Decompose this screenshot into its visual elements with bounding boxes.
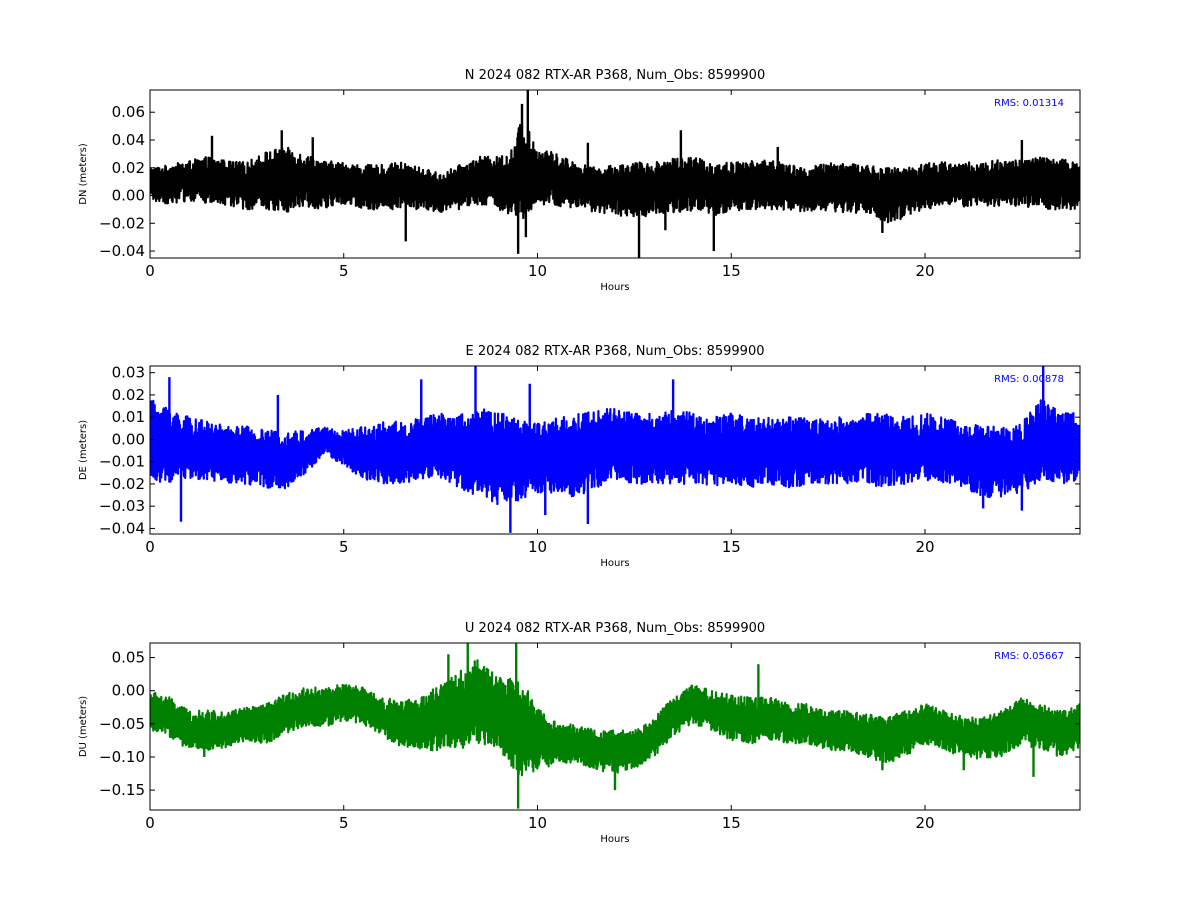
panel-e-ytick-label-1: 0.02 xyxy=(112,386,145,404)
panel-u-xtick-label-3: 15 xyxy=(722,814,741,832)
panel-n-ytick-label-0: 0.06 xyxy=(112,103,145,121)
panel-u-axes-frame xyxy=(149,642,1081,811)
panel-n-series-line xyxy=(150,122,1080,224)
panel-e-ylabel: DE (meters) xyxy=(78,420,89,480)
panel-e-ytick-label-4: −0.01 xyxy=(99,453,145,471)
panel-u-xtick-label-1: 5 xyxy=(339,814,349,832)
panel-u-title: U 2024 082 RTX-AR P368, Num_Obs: 8599900 xyxy=(465,621,765,636)
panel-u-ytick-label-4: −0.15 xyxy=(99,781,145,799)
panel-n-ytick-label-3: 0.00 xyxy=(112,187,145,205)
panel-u-xlabel: Hours xyxy=(600,834,629,845)
panel-e-xtick-label-4: 20 xyxy=(915,538,934,556)
panel-u-rms-annotation: RMS: 0.05667 xyxy=(994,651,1064,662)
panel-n-xtick-label-4: 20 xyxy=(915,262,934,280)
panel-n-xtick-label-3: 15 xyxy=(722,262,741,280)
panel-n-title: N 2024 082 RTX-AR P368, Num_Obs: 8599900 xyxy=(465,68,765,83)
panel-n-xtick-label-1: 5 xyxy=(339,262,349,280)
panel-e-xtick-label-3: 15 xyxy=(722,538,741,556)
panel-n-ytick-label-2: 0.02 xyxy=(112,159,145,177)
panel-n: N 2024 082 RTX-AR P368, Num_Obs: 8599900… xyxy=(78,68,1081,293)
panels: N 2024 082 RTX-AR P368, Num_Obs: 8599900… xyxy=(78,68,1081,845)
panel-e-series-line xyxy=(150,399,1080,506)
panel-e-axes-frame xyxy=(149,365,1081,535)
panel-e-ytick-label-0: 0.03 xyxy=(112,364,145,382)
panel-e-xlabel: Hours xyxy=(600,558,629,569)
panel-n-ytick-label-5: −0.04 xyxy=(99,242,145,260)
panel-n-axes-frame xyxy=(149,89,1081,259)
panel-u-ytick-label-1: 0.00 xyxy=(112,682,145,700)
panel-n-xtick-label-2: 10 xyxy=(528,262,547,280)
panel-n-ytick-label-4: −0.02 xyxy=(99,214,145,232)
panel-u-ylabel: DU (meters) xyxy=(78,696,89,757)
panel-u-xtick-label-2: 10 xyxy=(528,814,547,832)
panel-e-xtick-label-2: 10 xyxy=(528,538,547,556)
panel-e-ytick-label-2: 0.01 xyxy=(112,408,145,426)
panel-e-ytick-label-5: −0.02 xyxy=(99,475,145,493)
panel-e: E 2024 082 RTX-AR P368, Num_Obs: 8599900… xyxy=(78,344,1081,569)
panel-u-xtick-label-0: 0 xyxy=(145,814,155,832)
panel-u-ytick-label-3: −0.10 xyxy=(99,748,145,766)
panel-u-ytick-label-2: −0.05 xyxy=(99,715,145,733)
panel-u-ytick-label-0: 0.05 xyxy=(112,649,145,667)
panel-u: U 2024 082 RTX-AR P368, Num_Obs: 8599900… xyxy=(78,621,1081,845)
panel-n-rms-annotation: RMS: 0.01314 xyxy=(994,98,1064,109)
panel-e-xtick-label-1: 5 xyxy=(339,538,349,556)
panel-e-rms-annotation: RMS: 0.00878 xyxy=(994,374,1064,385)
panel-n-ytick-label-1: 0.04 xyxy=(112,131,145,149)
panel-u-xtick-label-4: 20 xyxy=(915,814,934,832)
panel-n-xlabel: Hours xyxy=(600,282,629,293)
panel-e-xtick-label-0: 0 xyxy=(145,538,155,556)
panel-e-ytick-label-6: −0.03 xyxy=(99,497,145,515)
panel-e-ytick-label-7: −0.04 xyxy=(99,519,145,537)
panel-n-ylabel: DN (meters) xyxy=(78,143,89,205)
panel-e-ytick-label-3: 0.00 xyxy=(112,430,145,448)
panel-n-xtick-label-0: 0 xyxy=(145,262,155,280)
panel-e-title: E 2024 082 RTX-AR P368, Num_Obs: 8599900 xyxy=(466,344,765,359)
